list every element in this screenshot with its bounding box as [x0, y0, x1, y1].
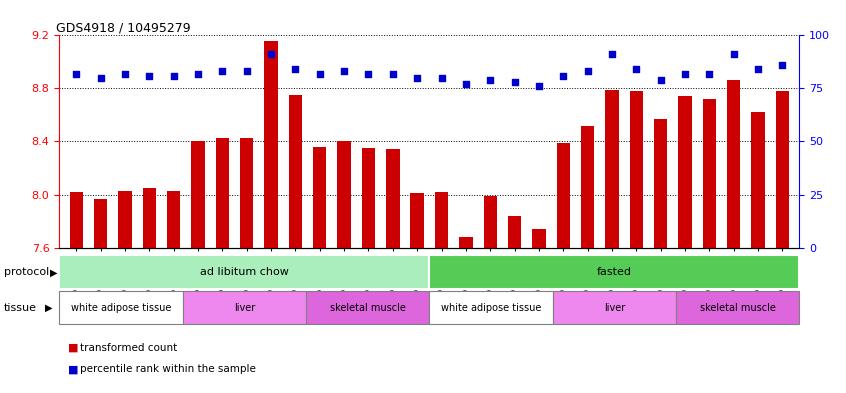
Bar — [676, 291, 799, 324]
Text: ■: ■ — [68, 343, 78, 353]
Bar — [69, 192, 83, 248]
Point — [727, 51, 740, 58]
Point — [118, 70, 132, 77]
Text: tissue: tissue — [4, 303, 37, 313]
Bar — [581, 126, 595, 248]
Bar — [410, 193, 424, 248]
Bar — [167, 191, 180, 248]
Text: liver: liver — [604, 303, 625, 312]
Bar — [703, 99, 716, 248]
Point — [142, 73, 156, 79]
Bar — [429, 255, 799, 289]
Text: white adipose tissue: white adipose tissue — [441, 303, 541, 312]
Bar — [629, 91, 643, 248]
Point — [605, 51, 618, 58]
Bar — [386, 149, 399, 248]
Bar — [459, 237, 473, 248]
Text: ■: ■ — [68, 364, 78, 375]
Bar — [59, 291, 183, 324]
Bar — [654, 119, 667, 248]
Point — [629, 66, 643, 72]
Point — [483, 77, 497, 83]
Text: ad libitum chow: ad libitum chow — [200, 267, 288, 277]
Bar — [532, 229, 546, 248]
Point — [508, 79, 521, 85]
Text: percentile rank within the sample: percentile rank within the sample — [80, 364, 256, 375]
Point — [532, 83, 546, 90]
Point — [459, 81, 473, 87]
Text: fasted: fasted — [597, 267, 632, 277]
Bar — [264, 41, 277, 248]
Bar — [240, 138, 254, 248]
Bar — [313, 147, 327, 248]
Point — [216, 68, 229, 75]
Point — [678, 70, 692, 77]
Text: ▶: ▶ — [45, 303, 52, 313]
Point — [240, 68, 254, 75]
Point — [338, 68, 351, 75]
Text: white adipose tissue: white adipose tissue — [71, 303, 171, 312]
Point — [557, 73, 570, 79]
Point — [69, 70, 83, 77]
Bar — [484, 196, 497, 248]
Point — [751, 66, 765, 72]
Bar — [306, 291, 430, 324]
Point — [264, 51, 277, 58]
Bar — [216, 138, 229, 248]
Point — [654, 77, 667, 83]
Bar — [288, 95, 302, 248]
Bar — [338, 141, 351, 248]
Bar — [143, 188, 156, 248]
Bar — [751, 112, 765, 248]
Point — [94, 75, 107, 81]
Point — [362, 70, 376, 77]
Text: skeletal muscle: skeletal muscle — [330, 303, 405, 312]
Text: ▶: ▶ — [50, 267, 57, 277]
Text: skeletal muscle: skeletal muscle — [700, 303, 776, 312]
Text: protocol: protocol — [4, 267, 49, 277]
Point — [410, 75, 424, 81]
Point — [435, 75, 448, 81]
Bar — [118, 191, 132, 248]
Bar — [727, 81, 740, 248]
Point — [703, 70, 717, 77]
Point — [386, 70, 399, 77]
Bar — [508, 216, 521, 248]
Bar — [362, 148, 375, 248]
Text: liver: liver — [233, 303, 255, 312]
Text: transformed count: transformed count — [80, 343, 178, 353]
Bar — [59, 255, 429, 289]
Point — [167, 73, 180, 79]
Bar — [552, 291, 676, 324]
Point — [581, 68, 595, 75]
Bar — [435, 192, 448, 248]
Bar — [191, 141, 205, 248]
Bar — [429, 291, 552, 324]
Bar — [605, 90, 618, 248]
Bar — [94, 198, 107, 248]
Point — [776, 62, 789, 68]
Point — [313, 70, 327, 77]
Point — [191, 70, 205, 77]
Bar — [557, 143, 570, 248]
Bar — [678, 96, 692, 248]
Bar — [183, 291, 306, 324]
Point — [288, 66, 302, 72]
Bar — [776, 91, 789, 248]
Text: GDS4918 / 10495279: GDS4918 / 10495279 — [56, 21, 190, 34]
